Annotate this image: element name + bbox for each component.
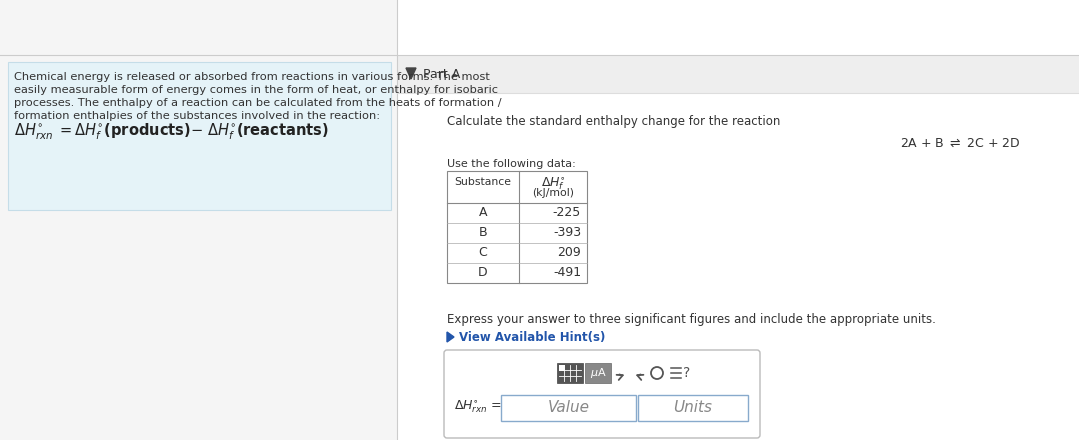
Text: Chemical energy is released or absorbed from reactions in various forms. The mos: Chemical energy is released or absorbed …	[14, 72, 490, 82]
Text: Express your answer to three significant figures and include the appropriate uni: Express your answer to three significant…	[447, 313, 935, 326]
FancyBboxPatch shape	[447, 171, 587, 283]
Text: $\Delta H^{\circ}_{rxn}$ =: $\Delta H^{\circ}_{rxn}$ =	[454, 399, 502, 415]
Polygon shape	[447, 332, 454, 342]
Text: -491: -491	[552, 267, 581, 279]
FancyBboxPatch shape	[8, 62, 391, 210]
Text: -393: -393	[552, 227, 581, 239]
Text: D: D	[478, 267, 488, 279]
Text: B: B	[479, 227, 488, 239]
FancyBboxPatch shape	[443, 350, 760, 438]
Text: A: A	[479, 206, 488, 220]
Text: $\Delta H^{\circ}_{f}$: $\Delta H^{\circ}_{f}$	[541, 175, 565, 192]
Text: Calculate the standard enthalpy change for the reaction: Calculate the standard enthalpy change f…	[447, 115, 780, 128]
FancyBboxPatch shape	[638, 395, 748, 421]
Text: formation enthalpies of the substances involved in the reaction:: formation enthalpies of the substances i…	[14, 111, 380, 121]
Text: Value: Value	[547, 400, 589, 415]
Text: 2A + B $\rightleftharpoons$ 2C + 2D: 2A + B $\rightleftharpoons$ 2C + 2D	[900, 137, 1021, 150]
Text: View Available Hint(s): View Available Hint(s)	[459, 330, 605, 344]
Text: processes. The enthalpy of a reaction can be calculated from the heats of format: processes. The enthalpy of a reaction ca…	[14, 98, 502, 108]
Text: $\mu$A: $\mu$A	[589, 366, 606, 380]
FancyBboxPatch shape	[557, 363, 583, 383]
FancyBboxPatch shape	[397, 55, 1079, 93]
Text: Substance: Substance	[454, 177, 511, 187]
Text: Units: Units	[673, 400, 712, 415]
Text: Part A: Part A	[423, 67, 461, 81]
Text: $\Delta H^{\circ}_{rxn}$ $= \Delta H^{\circ}_{f}$$\bf{(products)}$$-$ $\Delta H^: $\Delta H^{\circ}_{rxn}$ $= \Delta H^{\c…	[14, 122, 329, 143]
FancyBboxPatch shape	[501, 395, 636, 421]
Text: (kJ/mol): (kJ/mol)	[532, 188, 574, 198]
Text: 209: 209	[557, 246, 581, 260]
Text: Use the following data:: Use the following data:	[447, 159, 576, 169]
Text: easily measurable form of energy comes in the form of heat, or enthalpy for isob: easily measurable form of energy comes i…	[14, 85, 498, 95]
Text: ?: ?	[683, 366, 691, 380]
Text: C: C	[479, 246, 488, 260]
Polygon shape	[406, 68, 416, 79]
FancyBboxPatch shape	[397, 0, 1079, 440]
Text: -225: -225	[552, 206, 581, 220]
FancyBboxPatch shape	[585, 363, 611, 383]
FancyBboxPatch shape	[559, 365, 565, 371]
